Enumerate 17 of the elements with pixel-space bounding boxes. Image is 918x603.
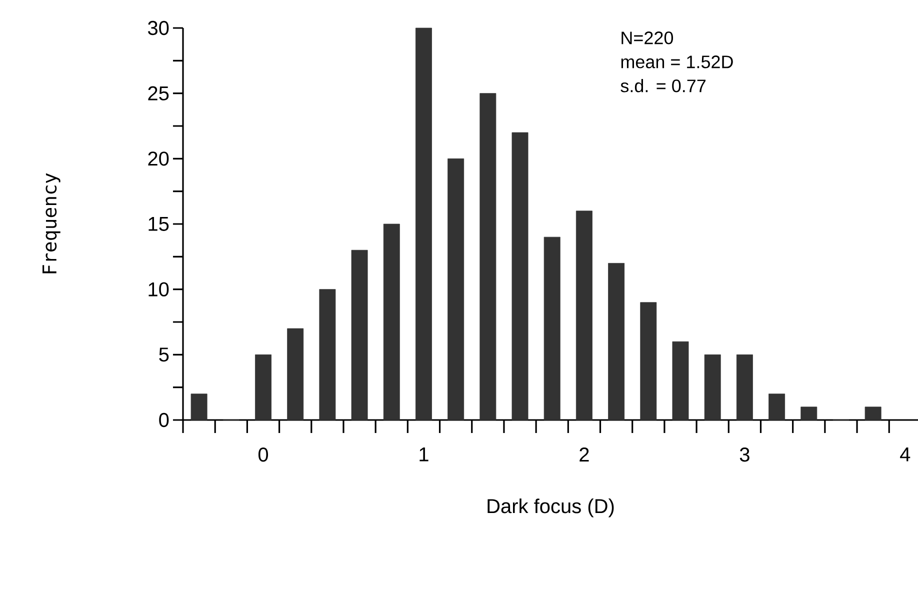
y-axis-title: Frequency [42,173,60,274]
y-tick-label: 0 [159,412,169,428]
y-tick-label: 15 [148,217,169,231]
y-tick-label: 10 [148,282,169,296]
x-tick-label: 0 [258,448,268,462]
y-tick-label: 30 [148,20,169,36]
annotation: mean = 1.52D [621,56,733,68]
x-tick-label: 2 [580,448,589,462]
x-tick-label: 4 [900,448,910,462]
y-tick-label: 5 [159,348,169,362]
annotation: s.d. = 0.77 [620,79,706,92]
y-tick-label: 20 [148,152,169,166]
x-tick-label: 3 [740,448,750,462]
x-axis-title: Dark focus (D) [488,498,614,518]
annotation: N=220 [622,32,674,44]
x-tick-label: 1 [420,448,428,462]
y-tick-label: 25 [148,86,169,100]
